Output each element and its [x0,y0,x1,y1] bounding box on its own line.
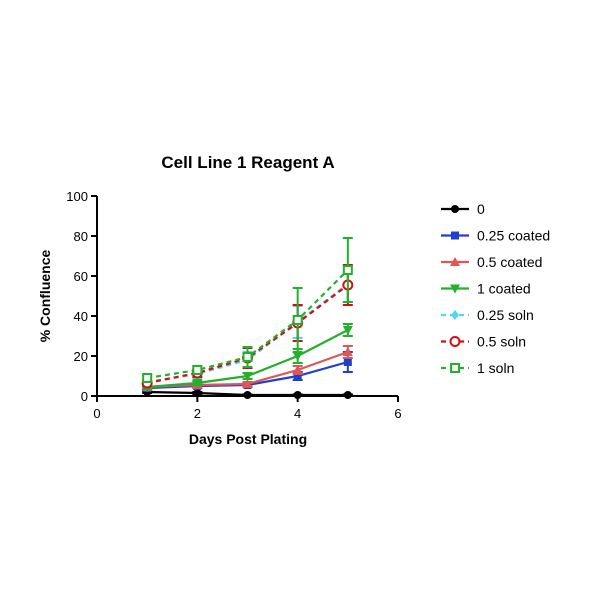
legend-item: 0.5 coated [441,254,542,270]
data-point [293,372,302,380]
x-tick-label: 6 [394,406,401,421]
legend-label: 0.25 coated [477,228,550,244]
data-point [242,379,253,388]
data-point [243,391,252,399]
legend-label: 1 coated [477,281,531,297]
y-tick-label: 40 [74,309,88,324]
legend-item: 1 coated [441,281,531,297]
data-point [293,391,302,399]
legend-label: 0 [477,201,485,217]
data-point [343,358,352,366]
x-axis-label: Days Post Plating [189,431,307,447]
legend-label: 0.5 soln [477,334,526,350]
legend-label: 1 soln [477,360,514,376]
x-tick-label: 2 [194,406,201,421]
data-point [342,347,353,356]
legend-marker [450,284,460,294]
data-point [142,373,153,383]
y-tick-label: 60 [74,269,88,284]
y-tick-label: 100 [66,189,88,204]
chart-title: Cell Line 1 Reagent A [161,153,334,172]
legend-item: 0.25 soln [441,307,534,323]
legend-marker [451,310,459,320]
data-point [193,389,202,397]
data-point [242,352,253,362]
legend-label: 0.25 soln [477,307,534,323]
legend-marker [449,336,461,347]
data-point [343,391,352,399]
legend-item: 1 soln [441,360,514,376]
x-tick-label: 0 [93,406,100,421]
y-tick-label: 0 [81,389,88,404]
data-point [192,365,203,375]
legend-marker [451,205,459,213]
data-point [292,352,303,361]
y-tick-label: 20 [74,349,88,364]
legend: 0 0.25 coated 0.5 coated 1 coated 0.25 soln 0… [441,201,550,376]
legend-marker [451,231,459,240]
y-axis-label: % Confluence [37,250,53,343]
series-6 [142,237,353,383]
legend-label: 0.5 coated [477,254,542,270]
x-tick-label: 4 [294,406,301,421]
y-tick-label: 80 [74,229,88,244]
legend-marker [450,363,460,373]
data-point [292,365,303,374]
series-0 [142,388,353,399]
data-point [192,379,203,388]
plot-area [141,237,354,399]
data-point [242,372,253,381]
data-point [342,265,353,275]
legend-marker [450,257,460,266]
legend-item: 0.5 soln [441,334,526,350]
data-point [292,315,303,325]
legend-item: 0 [441,201,485,217]
legend-item: 0.25 coated [441,228,550,244]
data-point [342,326,353,335]
